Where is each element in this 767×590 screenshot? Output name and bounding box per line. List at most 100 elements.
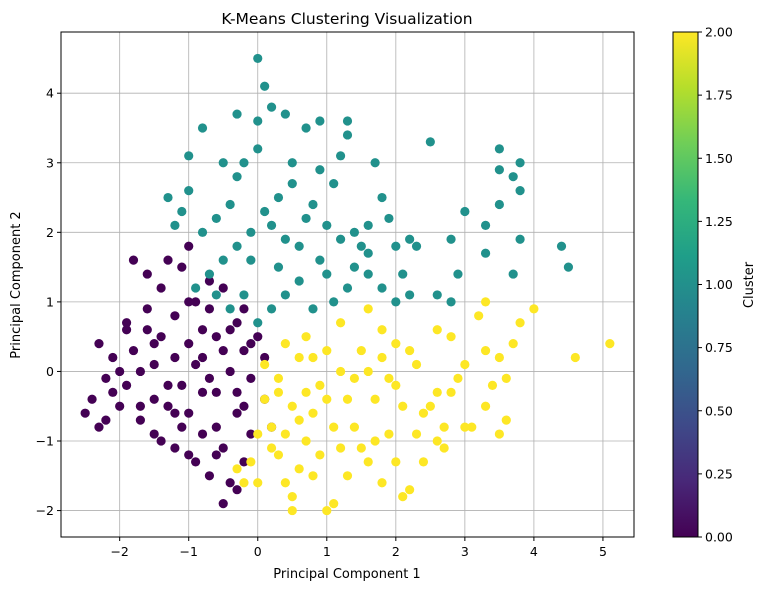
data-point [170,220,180,230]
data-point [211,213,221,224]
y-tick-label: 2 [46,225,54,240]
data-point [266,443,277,453]
data-point [480,401,491,411]
data-point [349,373,360,384]
data-point [335,151,346,161]
data-point [225,366,235,377]
data-point [232,464,242,474]
data-point [287,492,297,502]
data-point [108,387,118,397]
data-point [308,352,318,363]
data-point [232,241,242,251]
data-point [391,457,401,467]
data-point [294,241,304,251]
colorbar-tick-label: 1.75 [705,88,733,103]
data-point [253,116,263,126]
data-point [480,297,491,307]
data-point [163,401,173,411]
data-point [508,269,518,279]
data-point [246,255,256,265]
data-point [266,102,277,112]
colorbar-tick-label: 0.50 [705,403,733,418]
data-point [149,394,159,404]
data-point [156,436,166,446]
data-point [287,158,297,168]
data-point [232,109,242,119]
data-point [398,401,408,411]
data-point [253,318,263,328]
data-point [501,415,511,425]
y-tick-label: 1 [46,294,54,309]
data-point [384,213,394,224]
data-point [211,332,221,342]
data-point [315,165,325,175]
data-point [460,359,470,370]
data-point [253,144,263,154]
data-point [342,283,353,293]
y-axis-label: Principal Component 2 [9,211,24,358]
data-point [329,179,339,189]
data-point [260,81,270,91]
data-point [239,290,249,300]
data-point [232,408,242,418]
data-point [494,352,504,363]
data-point [184,450,194,460]
data-point [115,366,125,377]
data-point [453,269,463,279]
x-tick-label: 2 [392,544,400,559]
data-point [94,422,104,432]
data-point [197,325,208,335]
data-point [191,359,201,370]
data-point [184,185,194,196]
cluster-1-points [163,53,574,328]
data-point [439,443,449,453]
colorbar-label: Cluster [742,261,757,308]
data-point [405,345,415,356]
data-point [335,443,346,453]
data-point [204,471,215,481]
data-point [294,352,304,363]
data-point [405,290,415,300]
data-point [218,443,228,453]
data-point [87,394,97,404]
data-point [398,492,408,502]
data-point [280,339,290,349]
data-point [211,387,221,397]
data-point [363,269,373,279]
y-tick-label: 3 [46,155,54,170]
data-point [135,366,145,377]
data-point [356,443,366,453]
data-point [246,227,256,237]
data-point [280,429,290,439]
data-point [184,408,194,418]
data-point [197,387,208,397]
data-point [280,478,290,488]
data-point [239,478,249,488]
data-point [405,234,415,244]
data-point [156,283,166,293]
data-point [322,269,332,279]
data-point [273,262,284,272]
data-point [301,387,311,397]
data-point [121,380,132,390]
data-point [184,151,194,161]
data-point [315,116,325,126]
colorbar-tick-label: 1.25 [705,214,733,229]
data-point [239,158,249,168]
data-point [197,227,208,237]
data-point [266,220,277,230]
plot-area-frame [60,31,635,538]
data-point [197,123,208,133]
data-point [287,179,297,189]
data-point [349,262,360,272]
data-point [570,352,580,363]
data-point [301,123,311,133]
data-point [246,373,256,384]
data-point [170,408,180,418]
data-point [218,283,228,293]
data-point [204,373,215,384]
y-tick-label: −1 [36,434,54,449]
data-point [315,450,325,460]
data-point [308,304,318,314]
